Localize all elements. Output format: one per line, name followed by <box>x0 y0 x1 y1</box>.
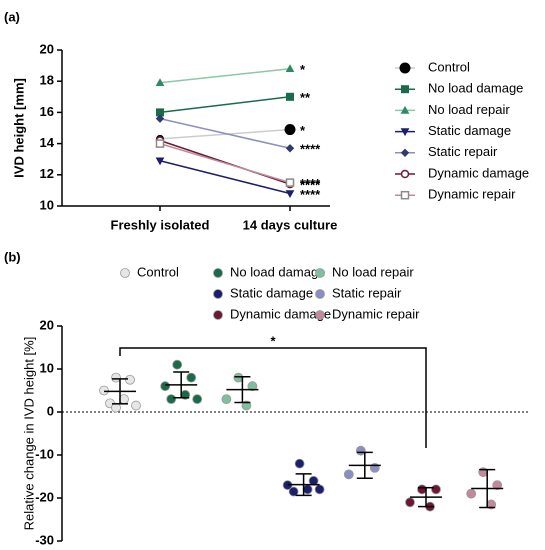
y-tick-label: 18 <box>40 73 54 88</box>
series-line <box>159 117 291 150</box>
legend-marker <box>213 310 223 320</box>
legend-label: Static repair <box>332 285 402 300</box>
significance-label: **** <box>300 176 321 191</box>
data-point <box>99 385 109 396</box>
y-tick-label: 10 <box>40 197 54 212</box>
x-tick-label: Freshly isolated <box>111 217 210 232</box>
legend-marker <box>213 289 223 299</box>
legend-label: Control <box>137 264 179 279</box>
marker <box>400 169 410 179</box>
marker <box>284 124 296 136</box>
series-line <box>159 67 291 84</box>
y-tick-label: -10 <box>35 446 54 461</box>
series-line <box>159 96 291 114</box>
significance-bracket <box>119 347 427 448</box>
significance-label: * <box>300 62 306 77</box>
marker <box>400 128 410 137</box>
data-point <box>314 484 325 495</box>
data-point <box>166 394 177 405</box>
legend-label: Dynamic damage <box>230 306 331 321</box>
legend-label: Static damage <box>230 285 313 300</box>
marker <box>285 64 295 73</box>
legend-label: No load repair <box>428 102 510 117</box>
legend-marker <box>213 268 223 278</box>
y-tick-label: 16 <box>40 104 54 119</box>
legend-marker <box>315 289 325 299</box>
y-tick-label: -20 <box>35 489 54 504</box>
legend-marker <box>315 310 325 320</box>
y-axis-label: IVD height [mm] <box>11 78 26 178</box>
panel-label: (a) <box>4 9 20 24</box>
data-point <box>160 381 171 392</box>
y-tick-label: 10 <box>40 360 54 375</box>
legend-marker <box>315 268 325 278</box>
data-point <box>247 381 258 392</box>
legend-marker <box>120 268 130 278</box>
marker <box>155 157 165 166</box>
data-point <box>221 394 232 405</box>
legend-label: No load damage <box>428 81 523 96</box>
marker <box>285 178 295 187</box>
marker <box>399 62 411 74</box>
marker <box>400 105 410 114</box>
data-point <box>233 372 244 383</box>
y-axis-label: Relative change in IVD height [%] <box>21 337 36 531</box>
data-point <box>125 374 135 385</box>
legend-label: No load repair <box>332 264 414 279</box>
y-tick-label: -30 <box>35 532 54 547</box>
x-tick-label: 14 days culture <box>243 217 338 232</box>
marker <box>400 148 410 158</box>
marker <box>285 190 295 199</box>
marker <box>286 92 294 101</box>
panel-label: (b) <box>4 249 21 264</box>
data-point <box>119 394 129 405</box>
legend-label: No load damage <box>230 264 325 279</box>
series-line <box>159 142 291 184</box>
data-point <box>343 469 354 480</box>
significance-label: **** <box>300 187 321 202</box>
series-line <box>159 128 291 140</box>
y-tick-label: 12 <box>40 166 54 181</box>
data-point <box>355 445 366 456</box>
significance-label: **** <box>300 142 321 157</box>
y-tick-label: 14 <box>40 135 55 150</box>
data-point <box>302 484 313 495</box>
significance-label: **** <box>300 178 321 193</box>
data-point <box>417 484 427 495</box>
significance-label: ** <box>300 90 311 105</box>
y-tick-label: 20 <box>40 317 54 332</box>
y-tick-label: 20 <box>40 41 54 56</box>
legend-label: Dynamic damage <box>428 165 529 180</box>
marker <box>285 144 295 153</box>
data-point <box>294 458 305 469</box>
marker <box>401 85 409 94</box>
data-point <box>492 480 503 491</box>
significance-label: * <box>270 333 276 348</box>
legend-label: Static repair <box>428 144 498 159</box>
data-point <box>172 359 183 370</box>
marker <box>155 114 165 123</box>
marker <box>155 139 165 148</box>
marker <box>155 78 165 87</box>
legend-label: Control <box>428 59 470 74</box>
data-point <box>405 497 415 508</box>
data-point <box>241 400 252 411</box>
data-point <box>192 394 203 405</box>
marker <box>400 190 410 200</box>
legend-label: Dynamic repair <box>428 187 516 202</box>
data-point <box>131 400 141 411</box>
data-point <box>186 372 197 383</box>
data-point <box>466 488 477 499</box>
y-tick-label: 0 <box>47 403 54 418</box>
series-line <box>159 160 291 195</box>
significance-label: * <box>300 123 306 138</box>
data-point <box>111 372 121 383</box>
legend-label: Dynamic repair <box>332 306 420 321</box>
data-point <box>431 484 441 495</box>
legend-label: Static damage <box>428 123 511 138</box>
data-point <box>288 486 299 497</box>
